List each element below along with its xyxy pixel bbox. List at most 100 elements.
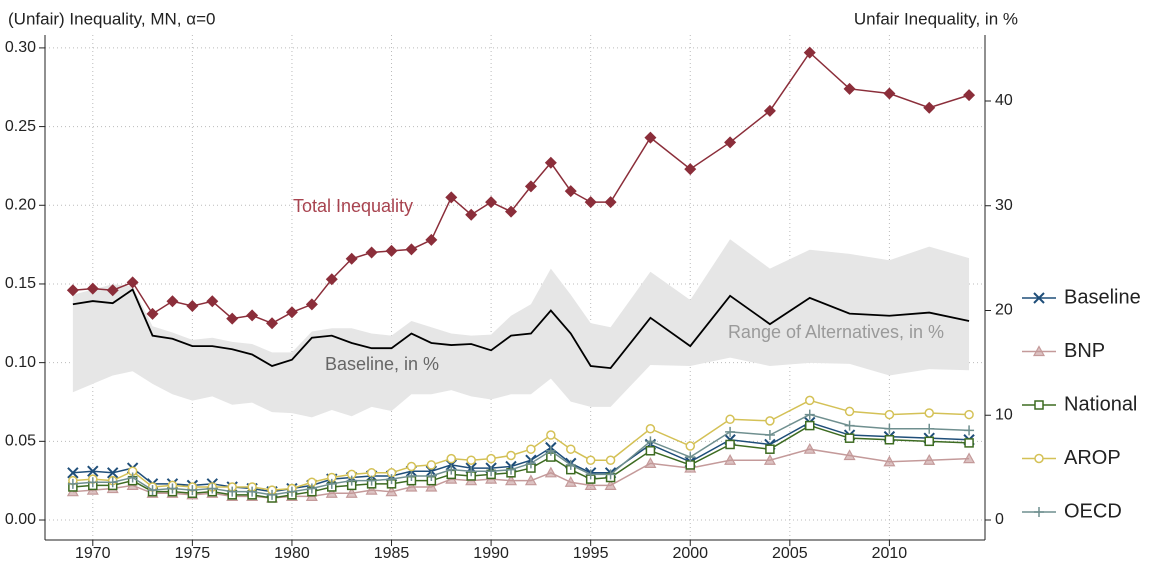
- marker: [645, 446, 656, 456]
- marker: [685, 441, 696, 451]
- marker: [924, 423, 935, 434]
- marker: [146, 307, 159, 320]
- x-tick-label: 2005: [772, 545, 808, 562]
- marker: [1034, 400, 1044, 410]
- marker: [964, 438, 974, 448]
- marker: [167, 483, 178, 494]
- marker: [1033, 292, 1045, 304]
- x-tick-label: 1985: [374, 545, 410, 562]
- marker: [604, 479, 617, 490]
- marker: [844, 433, 855, 443]
- marker: [884, 435, 895, 445]
- marker: [803, 46, 816, 59]
- marker: [804, 395, 815, 406]
- marker: [725, 426, 736, 437]
- x-tick-label: 1980: [274, 545, 310, 562]
- marker: [506, 450, 516, 461]
- marker: [526, 444, 536, 454]
- marker: [584, 196, 597, 209]
- y-axis-title: (Unfair) Inequality, MN, α=0: [8, 9, 215, 28]
- marker: [685, 452, 696, 463]
- marker: [924, 436, 934, 447]
- marker: [684, 163, 697, 176]
- marker: [485, 196, 498, 209]
- marker: [406, 470, 417, 481]
- marker: [426, 460, 437, 470]
- marker: [725, 439, 735, 450]
- marker: [803, 442, 816, 454]
- marker: [226, 312, 239, 325]
- marker: [326, 478, 337, 489]
- marker: [843, 449, 856, 461]
- legend-label: BNP: [1064, 340, 1105, 362]
- marker: [246, 309, 259, 322]
- x-tick-label: 1970: [75, 545, 111, 562]
- marker: [385, 485, 398, 497]
- y-tick-label: 0.15: [5, 275, 36, 292]
- marker: [266, 317, 279, 330]
- marker: [883, 87, 896, 100]
- x-tick-label: 2000: [672, 545, 708, 562]
- marker: [186, 299, 199, 312]
- annotation: Total Inequality: [293, 196, 413, 216]
- marker: [247, 486, 258, 497]
- marker: [506, 464, 517, 475]
- marker: [604, 196, 617, 209]
- marker: [645, 436, 656, 447]
- marker: [844, 420, 855, 431]
- y-tick-label: 0.20: [5, 196, 36, 213]
- marker: [405, 480, 418, 492]
- marker: [964, 425, 975, 436]
- marker: [685, 460, 696, 470]
- marker: [86, 282, 99, 295]
- y2-tick-label: 20: [995, 302, 1013, 319]
- marker: [66, 284, 79, 297]
- marker: [267, 489, 278, 500]
- marker: [884, 423, 895, 434]
- marker: [584, 479, 597, 490]
- legend-label: OECD: [1064, 500, 1122, 522]
- marker: [763, 453, 776, 465]
- series-line: [72, 413, 970, 496]
- legend-item: AROP: [1022, 447, 1121, 469]
- marker: [365, 483, 378, 495]
- marker: [67, 478, 78, 489]
- marker: [466, 466, 477, 477]
- marker: [724, 453, 737, 465]
- marker: [67, 467, 79, 479]
- marker: [585, 455, 596, 465]
- marker: [207, 483, 218, 494]
- x-tick-label: 2010: [872, 545, 908, 562]
- y-tick-label: 0.05: [5, 433, 36, 450]
- marker: [127, 472, 138, 483]
- marker: [883, 455, 896, 467]
- marker: [546, 430, 556, 440]
- marker: [107, 467, 119, 479]
- marker: [325, 487, 338, 498]
- y2-tick-label: 0: [995, 511, 1004, 528]
- x-tick-label: 1990: [473, 545, 509, 562]
- marker: [286, 486, 297, 497]
- legend-item: OECD: [1022, 500, 1122, 522]
- y-tick-label: 0.30: [5, 39, 36, 56]
- y2-tick-label: 10: [995, 406, 1013, 423]
- marker: [305, 298, 318, 311]
- legend-item: Baseline: [1022, 286, 1141, 308]
- marker: [147, 485, 158, 496]
- marker: [426, 470, 437, 481]
- y-tick-label: 0.10: [5, 354, 36, 371]
- marker: [844, 406, 855, 417]
- marker: [227, 486, 238, 497]
- series-line: [72, 448, 970, 499]
- marker: [107, 477, 118, 488]
- annotation: Range of Alternatives, in %: [728, 322, 944, 342]
- marker: [126, 276, 139, 289]
- y2-axis-title: Unfair Inequality, in %: [854, 9, 1018, 28]
- marker: [644, 457, 657, 468]
- marker: [87, 477, 98, 488]
- marker: [505, 205, 518, 218]
- marker: [465, 208, 478, 221]
- legend-item: National: [1022, 393, 1137, 415]
- marker: [763, 104, 776, 117]
